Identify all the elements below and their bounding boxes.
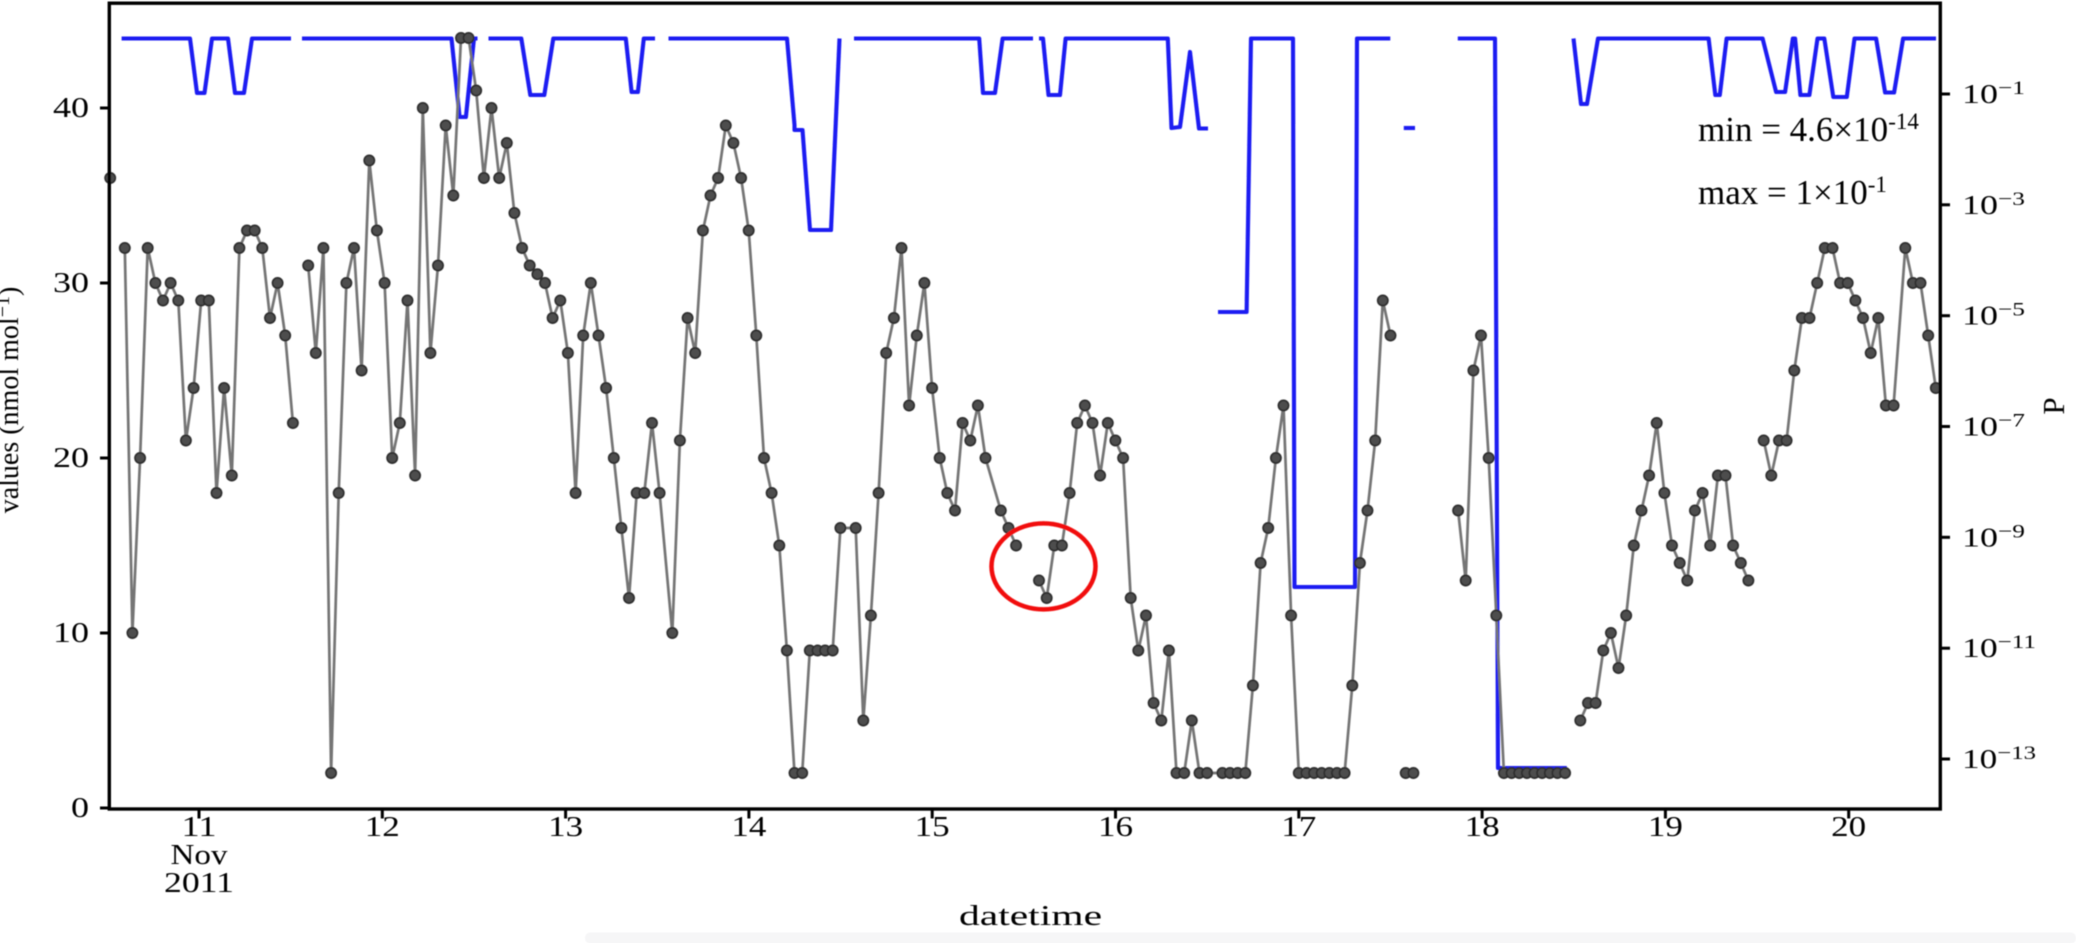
svg-text:14: 14 [731, 812, 766, 843]
svg-text:10−3: 10 −3 [1962, 189, 2025, 220]
svg-text:2011: 2011 [164, 868, 234, 899]
svg-text:values (nmol mol−1): values (nmol mol−1) [0, 287, 25, 514]
svg-text:19: 19 [1648, 812, 1683, 843]
svg-text:40: 40 [53, 93, 89, 124]
svg-text:16: 16 [1098, 812, 1133, 843]
svg-text:11: 11 [182, 812, 217, 843]
svg-text:0: 0 [71, 793, 89, 824]
svg-text:10: 10 [53, 618, 89, 649]
svg-text:15: 15 [915, 812, 950, 843]
svg-text:12: 12 [365, 812, 400, 843]
svg-text:30: 30 [53, 268, 89, 299]
svg-text:20: 20 [1831, 812, 1866, 843]
svg-text:Nov: Nov [171, 840, 228, 871]
svg-text:13: 13 [548, 812, 583, 843]
svg-text:datetime: datetime [959, 900, 1102, 932]
svg-text:18: 18 [1465, 812, 1500, 843]
svg-text:17: 17 [1281, 812, 1316, 843]
svg-text:P: P [2036, 397, 2071, 414]
svg-text:20: 20 [53, 443, 89, 474]
svg-text:max = 1×10-1: max = 1×10-1 [1698, 172, 1887, 212]
svg-text:min = 4.6×10-14: min = 4.6×10-14 [1698, 109, 1919, 149]
